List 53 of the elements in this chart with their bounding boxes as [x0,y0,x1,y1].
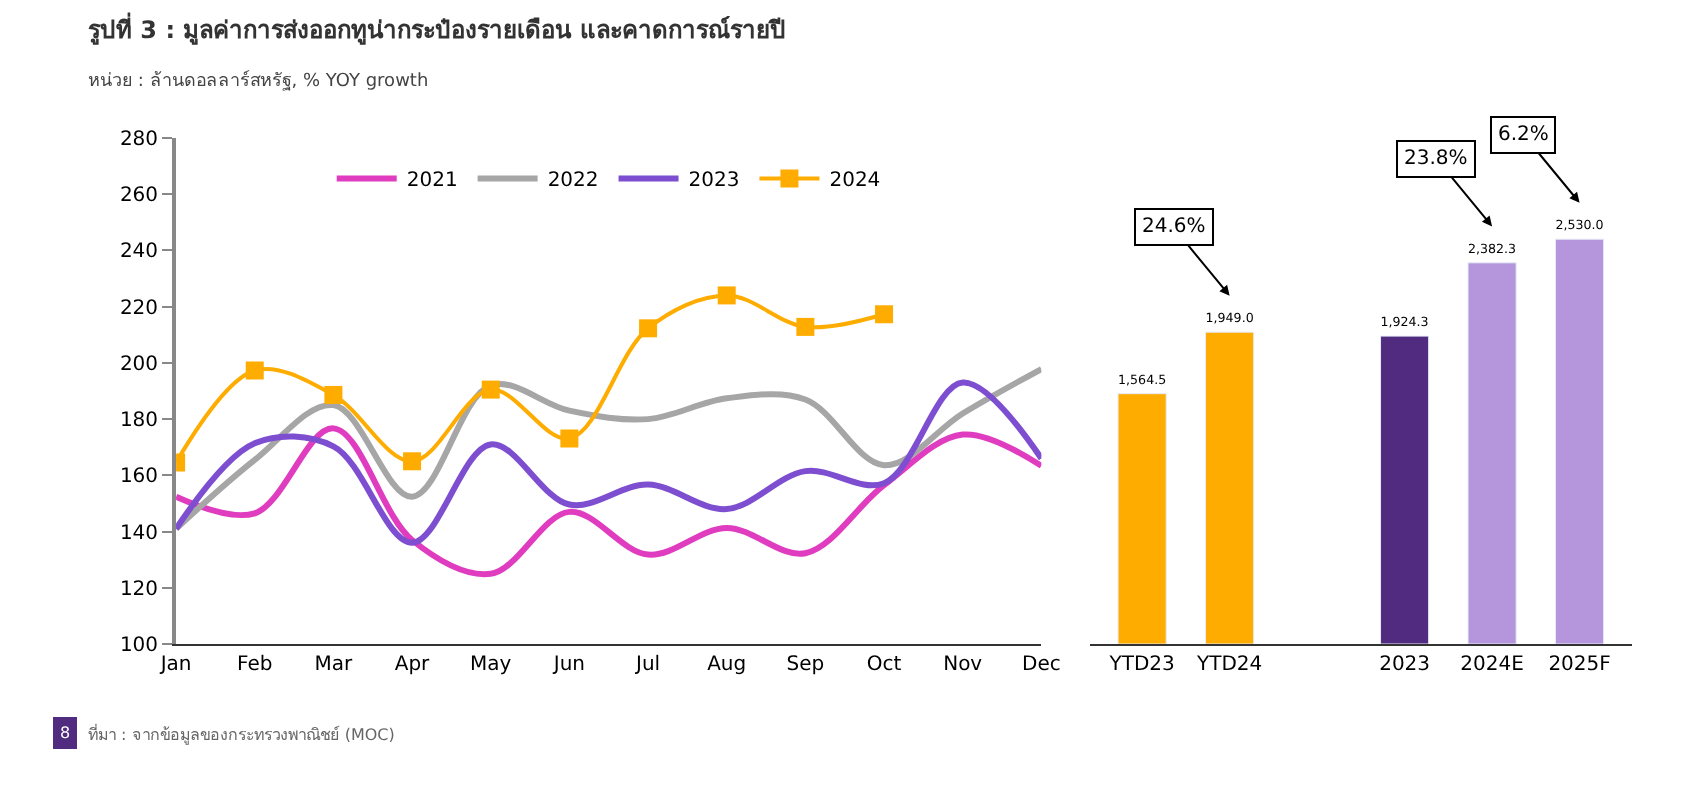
x-tick-label: Apr [394,654,432,676]
point [639,319,658,338]
y-tick-label: 120 [119,578,159,601]
point [403,452,422,471]
point [324,385,343,404]
y-tick-label: 100 [119,635,159,657]
x-tick-label: Jul [633,654,661,676]
bar [1117,393,1167,644]
x-tick-label: Sep [786,654,825,676]
y-tick-label: 200 [119,353,159,376]
y-tick-label: 160 [119,466,159,489]
x-tick-label: Aug [707,654,747,676]
point [245,361,264,380]
x-tick-label: 2025F [1548,654,1612,676]
y-tick-label: 140 [119,522,159,545]
point [796,317,815,336]
x-tick-label: YTD24 [1194,654,1263,676]
bar [1555,238,1605,644]
chart-title: รูปที่ 3 : มูลค่าการส่งออกทูน่ากระป๋องรายเดือน และคาดการณ์รายปี [88,12,786,46]
y-tick-label: 260 [119,185,159,208]
x-tick-label: Feb [237,654,273,676]
y-tick-label: 180 [119,410,159,433]
text: 6.2% [1498,124,1549,146]
x-tick-label: 2023 [1379,654,1431,676]
legend-label: 2022 [547,170,599,193]
point [560,429,579,448]
point [875,305,894,324]
y-tick-label: 220 [119,297,159,320]
point [481,380,500,399]
x-tick-label: 2024E [1460,654,1524,676]
legend-label: 2021 [406,170,458,193]
x-tick-label: Jan [158,654,192,676]
y-tick-label: 280 [119,129,159,151]
x-tick-label: Nov [943,654,983,676]
bar [1467,262,1517,644]
text: 8 [60,724,71,742]
legend-label: 2023 [688,170,740,193]
x-tick-label: May [470,654,512,676]
legend-label: 2024 [829,170,881,193]
chart-subtitle: หน่วย : ล้านดอลลาร์สหรัฐ, % YOY growth [88,68,429,92]
bar [1380,335,1430,644]
point [717,286,736,305]
bar [1205,331,1255,644]
x-tick-label: Oct [866,654,902,676]
text: ที่มา : จากข้อมูลของกระทรวงพาณิชย์ (MOC) [88,722,395,746]
text: 23.8% [1404,148,1468,170]
x-tick-label: YTD23 [1107,654,1175,676]
text: 24.6% [1142,216,1206,238]
x-tick-label: Mar [314,654,355,676]
y-tick-label: 240 [119,241,159,264]
x-tick-label: Jun [551,654,586,676]
x-tick-label: Dec [1022,654,1061,676]
line-series [176,425,1042,577]
